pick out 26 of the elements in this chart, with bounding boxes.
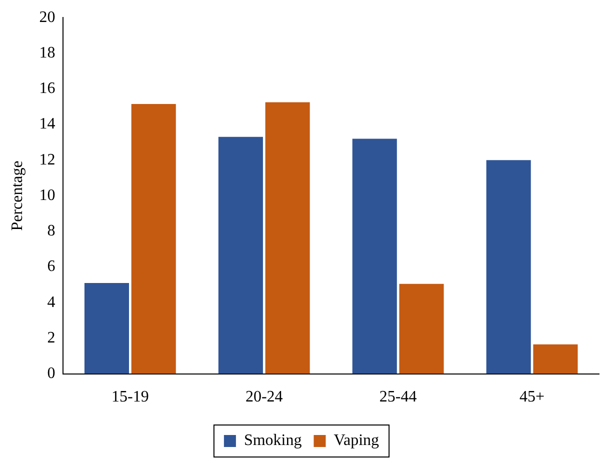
y-tick-label: 20 — [39, 8, 56, 26]
y-axis-title: Percentage — [8, 160, 26, 231]
bar — [131, 104, 176, 374]
bar — [265, 102, 310, 374]
y-tick-label: 12 — [39, 151, 56, 168]
y-tick-label: 8 — [47, 222, 56, 240]
x-tick-label: 45+ — [520, 388, 545, 406]
y-tick-label: 2 — [47, 329, 56, 346]
y-tick-label: 4 — [47, 294, 56, 311]
bar — [352, 138, 397, 374]
legend-label: Smoking — [244, 432, 302, 450]
y-tick-label: 16 — [39, 80, 56, 98]
bar — [218, 136, 263, 374]
y-tick-label: 10 — [39, 186, 56, 204]
y-tick-label: 14 — [39, 116, 56, 133]
y-tick-label: 18 — [39, 44, 56, 62]
bar — [84, 282, 130, 374]
bar — [533, 344, 578, 374]
bar — [399, 284, 444, 374]
y-tick-label: 0 — [47, 365, 56, 382]
bar — [486, 160, 531, 374]
x-tick-label: 20-24 — [245, 388, 283, 406]
x-tick-label: 25-44 — [379, 388, 417, 406]
y-tick-label: 6 — [47, 258, 56, 276]
x-tick-label: 15-19 — [112, 388, 149, 406]
legend-label: Vaping — [334, 432, 380, 450]
